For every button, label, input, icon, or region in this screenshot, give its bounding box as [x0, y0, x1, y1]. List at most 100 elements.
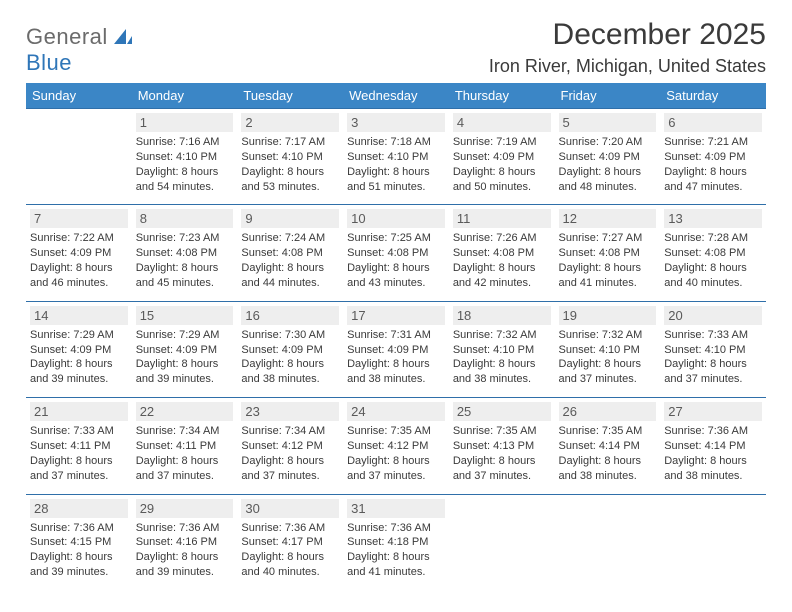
day-number: 27	[664, 402, 762, 421]
day-details: Sunrise: 7:25 AMSunset: 4:08 PMDaylight:…	[347, 231, 445, 290]
day-number: 25	[453, 402, 551, 421]
calendar-cell: 28Sunrise: 7:36 AMSunset: 4:15 PMDayligh…	[26, 494, 132, 590]
day-details: Sunrise: 7:36 AMSunset: 4:17 PMDaylight:…	[241, 521, 339, 580]
calendar-cell	[449, 494, 555, 590]
day-number: 1	[136, 113, 234, 132]
calendar-row: 28Sunrise: 7:36 AMSunset: 4:15 PMDayligh…	[26, 494, 766, 590]
day-number: 31	[347, 499, 445, 518]
weekday-header: Thursday	[449, 83, 555, 109]
day-details: Sunrise: 7:35 AMSunset: 4:13 PMDaylight:…	[453, 424, 551, 483]
day-details: Sunrise: 7:35 AMSunset: 4:14 PMDaylight:…	[559, 424, 657, 483]
day-number: 3	[347, 113, 445, 132]
calendar-cell	[555, 494, 661, 590]
calendar-cell: 1 Sunrise: 7:16 AMSunset: 4:10 PMDaylight…	[132, 109, 238, 205]
calendar-cell: 4 Sunrise: 7:19 AMSunset: 4:09 PMDaylight…	[449, 109, 555, 205]
calendar-cell: 22Sunrise: 7:34 AMSunset: 4:11 PMDayligh…	[132, 398, 238, 494]
calendar-cell: 10 Sunrise: 7:25 AMSunset: 4:08 PMDayligh…	[343, 205, 449, 301]
day-details: Sunrise: 7:32 AMSunset: 4:10 PMDaylight:…	[453, 328, 551, 387]
calendar-row: 7 Sunrise: 7:22 AMSunset: 4:09 PMDaylight…	[26, 205, 766, 301]
logo-sail-icon	[112, 26, 134, 53]
day-details: Sunrise: 7:22 AMSunset: 4:09 PMDaylight:…	[30, 231, 128, 290]
day-number: 23	[241, 402, 339, 421]
calendar-cell: 15 Sunrise: 7:29 AMSunset: 4:09 PMDayligh…	[132, 301, 238, 397]
day-details: Sunrise: 7:33 AMSunset: 4:10 PMDaylight:…	[664, 328, 762, 387]
day-number: 21	[30, 402, 128, 421]
logo-text-general: General	[26, 24, 108, 49]
day-number: 2	[241, 113, 339, 132]
calendar-row: 14 Sunrise: 7:29 AMSunset: 4:09 PMDayligh…	[26, 301, 766, 397]
day-number: 10	[347, 209, 445, 228]
weekday-header: Friday	[555, 83, 661, 109]
calendar-cell: 19Sunrise: 7:32 AMSunset: 4:10 PMDayligh…	[555, 301, 661, 397]
day-number: 18	[453, 306, 551, 325]
day-details: Sunrise: 7:35 AMSunset: 4:12 PMDaylight:…	[347, 424, 445, 483]
day-details: Sunrise: 7:20 AMSunset: 4:09 PMDaylight:…	[559, 135, 657, 194]
day-details: Sunrise: 7:28 AMSunset: 4:08 PMDaylight:…	[664, 231, 762, 290]
day-details: Sunrise: 7:24 AMSunset: 4:08 PMDaylight:…	[241, 231, 339, 290]
calendar-cell: 30 Sunrise: 7:36 AMSunset: 4:17 PMDayligh…	[237, 494, 343, 590]
day-number: 8	[136, 209, 234, 228]
logo: General Blue	[26, 18, 134, 76]
day-details: Sunrise: 7:27 AMSunset: 4:08 PMDaylight:…	[559, 231, 657, 290]
calendar-cell: 31 Sunrise: 7:36 AMSunset: 4:18 PMDayligh…	[343, 494, 449, 590]
calendar-cell: 9 Sunrise: 7:24 AMSunset: 4:08 PMDaylight…	[237, 205, 343, 301]
day-details: Sunrise: 7:17 AMSunset: 4:10 PMDaylight:…	[241, 135, 339, 194]
weekday-header-row: SundayMondayTuesdayWednesdayThursdayFrid…	[26, 83, 766, 109]
calendar-cell: 2 Sunrise: 7:17 AMSunset: 4:10 PMDaylight…	[237, 109, 343, 205]
heading: December 2025 Iron River, Michigan, Unit…	[489, 18, 766, 77]
day-details: Sunrise: 7:31 AMSunset: 4:09 PMDaylight:…	[347, 328, 445, 387]
day-details: Sunrise: 7:18 AMSunset: 4:10 PMDaylight:…	[347, 135, 445, 194]
calendar-cell: 29Sunrise: 7:36 AMSunset: 4:16 PMDayligh…	[132, 494, 238, 590]
day-details: Sunrise: 7:34 AMSunset: 4:12 PMDaylight:…	[241, 424, 339, 483]
day-number: 6	[664, 113, 762, 132]
calendar-cell: 26 Sunrise: 7:35 AMSunset: 4:14 PMDayligh…	[555, 398, 661, 494]
calendar-cell: 5 Sunrise: 7:20 AMSunset: 4:09 PMDaylight…	[555, 109, 661, 205]
day-details: Sunrise: 7:36 AMSunset: 4:16 PMDaylight:…	[136, 521, 234, 580]
day-details: Sunrise: 7:16 AMSunset: 4:10 PMDaylight:…	[136, 135, 234, 194]
location: Iron River, Michigan, United States	[489, 56, 766, 77]
day-details: Sunrise: 7:19 AMSunset: 4:09 PMDaylight:…	[453, 135, 551, 194]
calendar-cell: 21 Sunrise: 7:33 AMSunset: 4:11 PMDayligh…	[26, 398, 132, 494]
logo-text-blue: Blue	[26, 50, 72, 75]
day-number: 20	[664, 306, 762, 325]
weekday-header: Monday	[132, 83, 238, 109]
day-details: Sunrise: 7:29 AMSunset: 4:09 PMDaylight:…	[136, 328, 234, 387]
day-number: 9	[241, 209, 339, 228]
calendar-cell: 24Sunrise: 7:35 AMSunset: 4:12 PMDayligh…	[343, 398, 449, 494]
day-details: Sunrise: 7:30 AMSunset: 4:09 PMDaylight:…	[241, 328, 339, 387]
day-number: 13	[664, 209, 762, 228]
day-details: Sunrise: 7:26 AMSunset: 4:08 PMDaylight:…	[453, 231, 551, 290]
day-details: Sunrise: 7:32 AMSunset: 4:10 PMDaylight:…	[559, 328, 657, 387]
calendar-row: 21 Sunrise: 7:33 AMSunset: 4:11 PMDayligh…	[26, 398, 766, 494]
header: General Blue December 2025 Iron River, M…	[26, 18, 766, 77]
day-details: Sunrise: 7:36 AMSunset: 4:18 PMDaylight:…	[347, 521, 445, 580]
calendar-cell: 11Sunrise: 7:26 AMSunset: 4:08 PMDayligh…	[449, 205, 555, 301]
day-number: 5	[559, 113, 657, 132]
day-details: Sunrise: 7:33 AMSunset: 4:11 PMDaylight:…	[30, 424, 128, 483]
calendar-cell	[26, 109, 132, 205]
calendar-cell: 3 Sunrise: 7:18 AMSunset: 4:10 PMDaylight…	[343, 109, 449, 205]
month-title: December 2025	[489, 18, 766, 52]
calendar-table: SundayMondayTuesdayWednesdayThursdayFrid…	[26, 83, 766, 590]
day-details: Sunrise: 7:36 AMSunset: 4:14 PMDaylight:…	[664, 424, 762, 483]
calendar-cell	[660, 494, 766, 590]
day-details: Sunrise: 7:23 AMSunset: 4:08 PMDaylight:…	[136, 231, 234, 290]
calendar-cell: 6Sunrise: 7:21 AMSunset: 4:09 PMDaylight…	[660, 109, 766, 205]
day-number: 4	[453, 113, 551, 132]
calendar-cell: 7 Sunrise: 7:22 AMSunset: 4:09 PMDaylight…	[26, 205, 132, 301]
calendar-cell: 14Sunrise: 7:29 AMSunset: 4:09 PMDayligh…	[26, 301, 132, 397]
calendar-cell: 23 Sunrise: 7:34 AMSunset: 4:12 PMDayligh…	[237, 398, 343, 494]
day-number: 7	[30, 209, 128, 228]
calendar-cell: 25 Sunrise: 7:35 AMSunset: 4:13 PMDayligh…	[449, 398, 555, 494]
day-number: 17	[347, 306, 445, 325]
day-number: 30	[241, 499, 339, 518]
calendar-cell: 8 Sunrise: 7:23 AMSunset: 4:08 PMDaylight…	[132, 205, 238, 301]
calendar-cell: 17 Sunrise: 7:31 AMSunset: 4:09 PMDayligh…	[343, 301, 449, 397]
day-number: 26	[559, 402, 657, 421]
day-number: 15	[136, 306, 234, 325]
day-number: 16	[241, 306, 339, 325]
day-number: 28	[30, 499, 128, 518]
calendar-cell: 12Sunrise: 7:27 AMSunset: 4:08 PMDayligh…	[555, 205, 661, 301]
calendar-cell: 20 Sunrise: 7:33 AMSunset: 4:10 PMDayligh…	[660, 301, 766, 397]
day-number: 14	[30, 306, 128, 325]
